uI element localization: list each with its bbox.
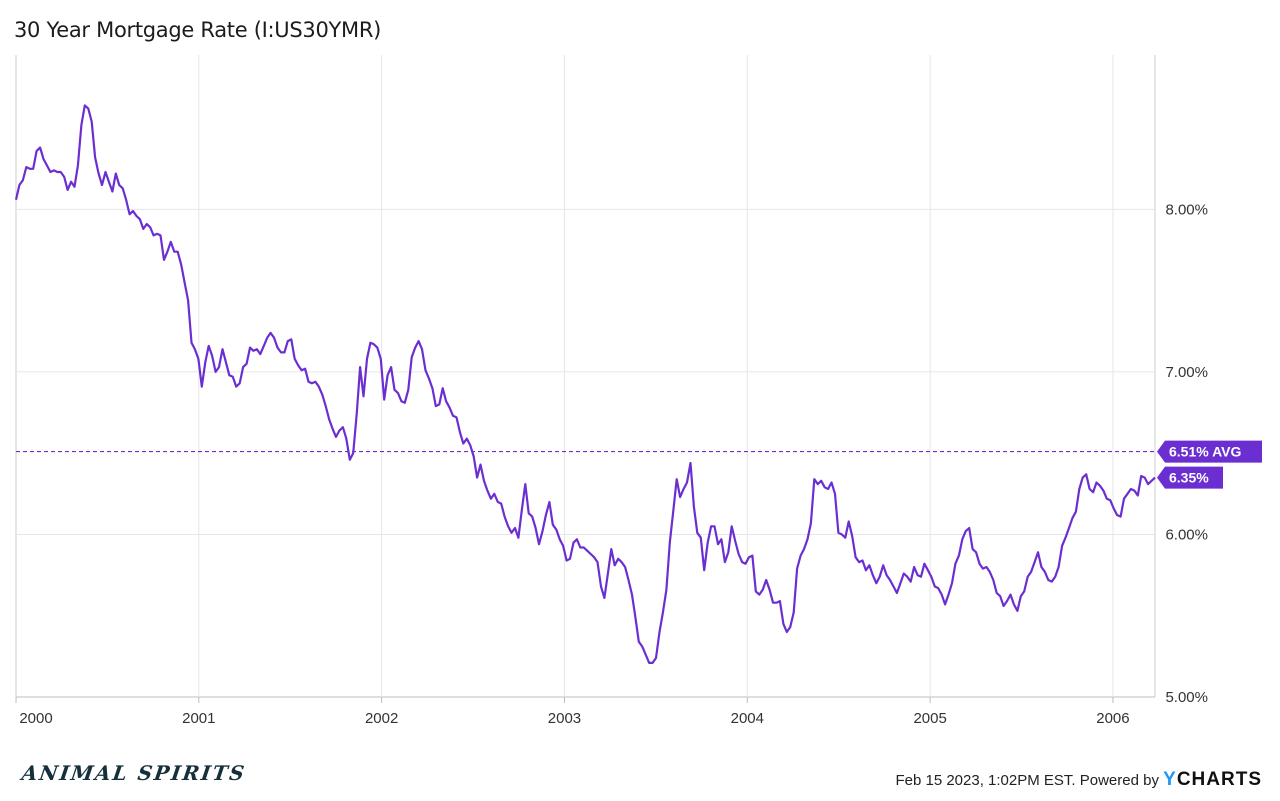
last-value-tag: 6.35%: [1157, 466, 1223, 489]
x-tick-label: 2003: [548, 710, 581, 727]
value-tags: 6.51% AVG 6.35%: [1157, 440, 1262, 489]
avg-value-tag-text: 6.51% AVG: [1169, 444, 1241, 460]
avg-value-tag: 6.51% AVG: [1157, 440, 1262, 463]
animal-spirits-logo: ANIMAL SPIRITS: [20, 761, 248, 785]
avg-value-tag-bg: [1157, 440, 1262, 463]
x-tick-label: 2004: [731, 710, 764, 727]
x-axis: 2000 2001 2002 2003 2004 2005 2006: [15, 697, 1130, 727]
footer-text: Feb 15 2023, 1:02PM EST. Powered by: [895, 772, 1159, 789]
y-tick-label: 5.00%: [1165, 689, 1208, 706]
x-tick-label: 2002: [365, 710, 398, 727]
y-tick-label: 6.00%: [1165, 526, 1208, 543]
last-value-tag-bg: [1157, 466, 1223, 489]
x-tick-label: 2005: [913, 710, 946, 727]
grid: [15, 55, 1156, 698]
series-line-mortgage-rate: [14, 104, 1156, 665]
x-tick-label: 2006: [1096, 710, 1129, 727]
y-tick-label: 8.00%: [1165, 201, 1208, 218]
chart-title: 30 Year Mortgage Rate (I:US30YMR): [14, 18, 382, 42]
plot-area: [14, 104, 1156, 665]
footer-credit: Feb 15 2023, 1:02PM EST. Powered by YCHA…: [895, 769, 1262, 791]
y-tick-label: 7.00%: [1165, 364, 1208, 381]
x-tick-label: 2001: [182, 710, 215, 727]
last-value-tag-text: 6.35%: [1169, 470, 1209, 486]
ycharts-logo[interactable]: YCHARTS: [1163, 769, 1262, 790]
y-axis: 5.00% 6.00% 7.00% 8.00%: [1165, 201, 1208, 706]
x-tick-label: 2000: [19, 710, 52, 727]
